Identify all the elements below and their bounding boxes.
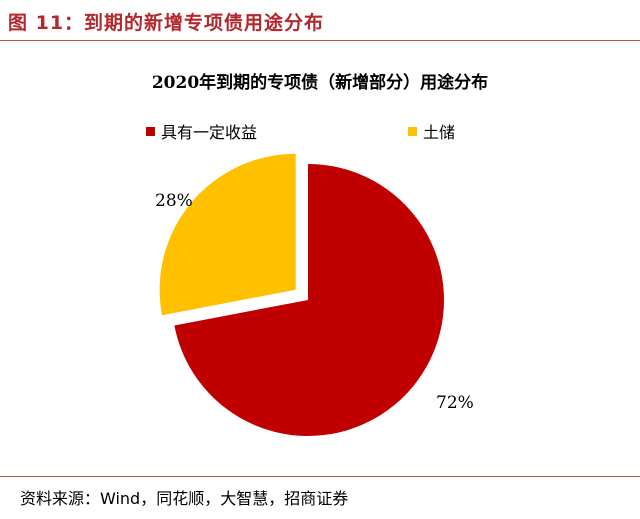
legend-label-revenue: 具有一定收益	[161, 123, 258, 142]
legend-swatch-revenue	[146, 126, 155, 136]
legend-label-land-reserve: 土储	[423, 123, 456, 142]
figure-title: 图 11：到期的新增专项债用途分布	[8, 12, 325, 34]
legend-swatch-land-reserve	[408, 126, 417, 136]
pie-slice-land-reserve	[159, 153, 296, 316]
legend-item-land-reserve: 土储	[408, 121, 456, 142]
pie-slice-revenue	[174, 164, 444, 436]
header-rule	[0, 40, 640, 41]
slice-label-revenue: 72%	[436, 393, 474, 413]
chart-title: 2020年到期的专项债（新增部分）用途分布	[151, 73, 489, 93]
footer-rule	[0, 476, 640, 477]
slice-label-land-reserve: 28%	[155, 191, 193, 211]
figure-header: 图 11：到期的新增专项债用途分布	[0, 0, 640, 40]
legend-item-revenue: 具有一定收益	[146, 121, 258, 142]
pie-slices	[159, 153, 444, 436]
source-note: 资料来源：Wind，同花顺，大智慧，招商证券	[20, 489, 349, 508]
